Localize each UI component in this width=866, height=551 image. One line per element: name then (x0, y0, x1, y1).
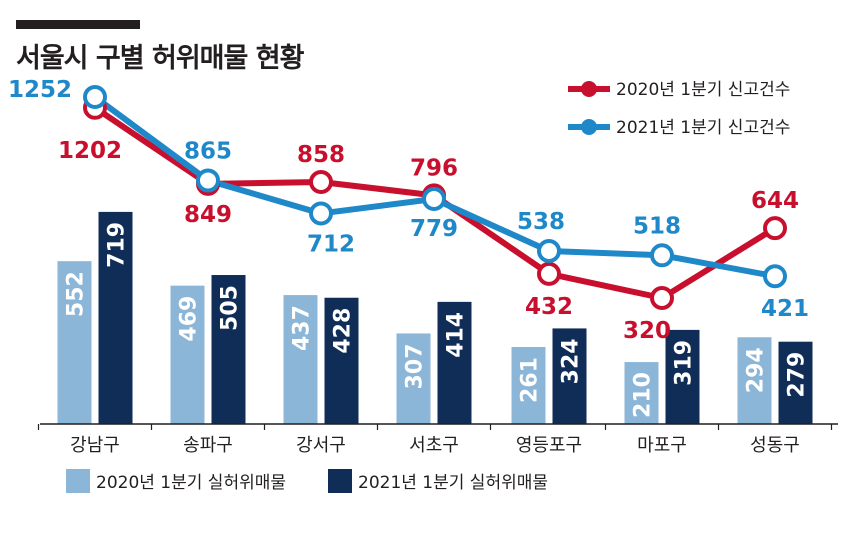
category-label: 강서구 (296, 435, 346, 456)
legend-bar-swatch (66, 469, 90, 493)
line-point (650, 286, 674, 310)
category-label: 마포구 (637, 435, 687, 456)
bar-value-label: 319 (672, 340, 697, 386)
bar-2021-4 (552, 328, 587, 424)
line-value-label: 865 (184, 138, 232, 164)
legend-line-label: 2020년 1분기 신고건수 (616, 80, 790, 100)
line-group: 1202 849 858 796 432 320 644 1252 865 712 779 538 51… (8, 77, 809, 344)
bar-2020-2 (283, 295, 318, 424)
category-label: 강남구 (70, 435, 120, 456)
bar-value-label: 552 (64, 271, 89, 317)
x-axis-ticks (37, 424, 833, 430)
legend-line-marker (581, 81, 597, 97)
bar-value-label: 414 (444, 312, 469, 358)
bar-value-label: 719 (105, 222, 130, 268)
title-accent-bar (16, 20, 140, 29)
bar-group: 552 469 437 307 261 210 294 719 505 428 414 324 319 2… (57, 211, 813, 424)
bar-value-label: 324 (559, 338, 584, 384)
line-value-label: 796 (410, 155, 458, 181)
bar-value-label: 210 (631, 372, 656, 418)
line-value-label: 421 (761, 296, 809, 322)
bar-value-label: 294 (744, 347, 769, 393)
category-label: 성동구 (750, 435, 800, 456)
line-value-label: 320 (623, 318, 671, 344)
line-point (537, 261, 561, 286)
line-value-label: 779 (410, 216, 458, 242)
bar-2021-0 (98, 211, 133, 424)
bar-2020-6 (737, 337, 772, 424)
bar-2021-2 (324, 297, 359, 424)
bar-2021-1 (211, 275, 246, 424)
bar-value-label: 261 (518, 357, 543, 403)
line-point (309, 169, 333, 194)
line-value-label: 712 (307, 231, 355, 257)
line-value-label: 849 (184, 202, 232, 228)
category-label: 송파구 (183, 435, 233, 456)
chart-title: 서울시 구별 허위매물 현황 (16, 43, 304, 74)
legend-line-marker (581, 119, 597, 135)
line-point (83, 85, 107, 109)
line-value-label: 1202 (58, 138, 122, 164)
bar-2020-3 (396, 333, 431, 424)
line-point (537, 238, 561, 263)
line-point (422, 187, 446, 212)
line-value-label: 538 (517, 209, 565, 235)
bar-value-label: 437 (290, 305, 315, 351)
bar-2020-5 (624, 362, 659, 424)
line-legend: 2020년 1분기 신고건수 2021년 1분기 신고건수 (568, 80, 790, 138)
line-value-label: 858 (297, 142, 345, 168)
bar-2021-6 (778, 341, 813, 424)
line-value-label: 432 (525, 294, 573, 320)
bar-value-label: 428 (331, 308, 356, 354)
bar-2020-0 (57, 261, 92, 424)
line-value-label: 1252 (8, 77, 72, 103)
line-point (196, 168, 220, 193)
bar-2021-5 (665, 329, 700, 424)
bar-2021-3 (437, 301, 472, 424)
category-label: 서초구 (409, 435, 459, 456)
bar-value-label: 279 (785, 352, 810, 398)
bar-value-label: 469 (177, 296, 202, 342)
legend-line-label: 2021년 1분기 신고건수 (616, 118, 790, 138)
category-labels: 강남구 송파구 강서구 서초구 영등포구 마포구 성동구 (70, 435, 800, 456)
line-point (763, 264, 787, 289)
legend-bar-swatch (328, 469, 352, 493)
line-point (650, 243, 674, 268)
legend-bar-label: 2020년 1분기 실허위매물 (96, 473, 286, 493)
line-value-label: 644 (751, 188, 799, 214)
line-point (309, 201, 333, 226)
bar-2020-1 (170, 285, 205, 424)
legend-bar-label: 2021년 1분기 실허위매물 (358, 473, 548, 493)
bar-legend: 2020년 1분기 실허위매물 2021년 1분기 실허위매물 (66, 469, 548, 493)
line-value-label: 518 (633, 213, 681, 239)
category-label: 영등포구 (516, 435, 582, 456)
bar-2020-4 (511, 347, 546, 424)
bar-value-label: 505 (218, 285, 243, 331)
bar-value-label: 307 (403, 343, 428, 389)
line-point (763, 216, 787, 241)
